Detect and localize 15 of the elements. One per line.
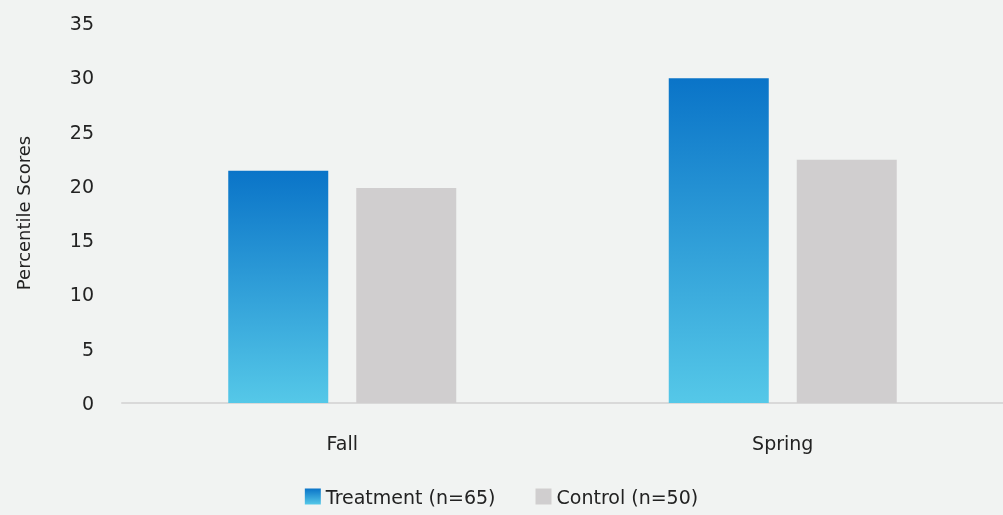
- bar: [228, 170, 329, 403]
- x-tick-label: Spring: [752, 431, 814, 454]
- y-tick-label: 30: [69, 66, 94, 89]
- y-tick-label: 5: [81, 337, 94, 360]
- legend-label: Treatment (n=65): [324, 485, 496, 508]
- y-tick-label: 10: [69, 283, 94, 306]
- legend-label: Control (n=50): [556, 485, 699, 508]
- y-tick-label: 20: [69, 174, 94, 197]
- y-tick-label: 35: [69, 12, 94, 34]
- y-tick-label: 25: [69, 120, 94, 143]
- bar: [668, 78, 769, 403]
- y-axis-title: Percentile Scores: [12, 135, 34, 291]
- x-tick-label: Fall: [326, 431, 358, 454]
- y-tick-label: 0: [81, 392, 94, 414]
- y-tick-label: 15: [69, 229, 94, 252]
